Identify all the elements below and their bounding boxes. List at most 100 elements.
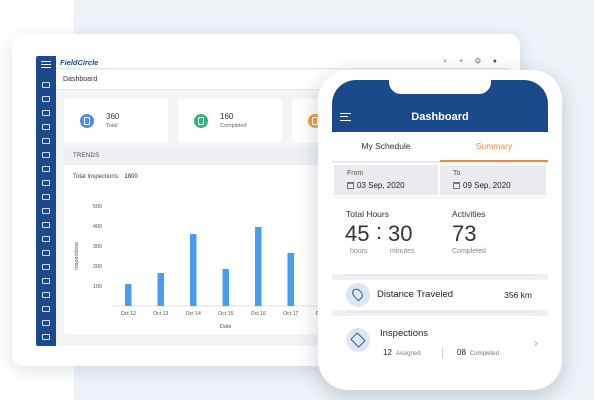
x-axis-label: Date <box>220 324 232 330</box>
assigned-label: Assigned <box>395 351 421 357</box>
phone-screen: Dashboard My Schedule Summary From 03 Se… <box>332 80 548 370</box>
total-inspections: Total Inspections: 1800 <box>73 174 138 180</box>
from-date: 03 Sep, 2020 <box>357 181 405 190</box>
folder-icon[interactable] <box>42 152 50 158</box>
active-tab-indicator <box>440 160 548 162</box>
x-tick-label: Oct 16 <box>251 311 266 317</box>
app-logo: FieldCircle <box>60 58 99 67</box>
stat-card-total[interactable]: 360 Total <box>64 99 168 143</box>
summary-block: Total Hours 45 : 30 hours minutes Activi… <box>332 198 548 274</box>
document-icon[interactable] <box>42 138 50 144</box>
from-label: From <box>347 170 364 177</box>
file-icon[interactable] <box>42 236 50 242</box>
completed-count: 08 Completed <box>457 348 499 357</box>
phone-notch <box>389 80 491 94</box>
to-date: 09 Sep, 2020 <box>463 181 511 190</box>
y-axis-label: Inspections <box>74 242 80 270</box>
stat-card-completed[interactable]: 160 Completed <box>178 99 282 143</box>
time-separator: : <box>376 219 383 244</box>
date-range: From 03 Sep, 2020 To 09 Sep, 2020 <box>332 163 548 197</box>
hours-unit: hours <box>350 248 368 255</box>
completed-number: 08 <box>457 348 466 357</box>
topbar-icons[interactable]: ⌕ + ⚙ ● <box>443 58 502 65</box>
chart-bar <box>125 284 132 306</box>
settings-icon[interactable] <box>42 334 50 340</box>
from-date-picker[interactable]: From 03 Sep, 2020 <box>334 165 438 195</box>
report-icon[interactable] <box>42 208 50 214</box>
y-tick-label: 200 <box>93 264 102 270</box>
minutes-value: 30 <box>388 221 413 246</box>
distance-value: 356 km <box>504 290 532 300</box>
to-label: To <box>453 170 461 177</box>
calendar-icon[interactable] <box>42 96 50 102</box>
calendar-icon <box>347 182 354 189</box>
completed-label: Completed <box>469 351 499 357</box>
divider <box>346 311 534 313</box>
tab-bar: My Schedule Summary <box>332 132 548 162</box>
phone-frame: Dashboard My Schedule Summary From 03 Se… <box>318 70 562 390</box>
app-title: Dashboard <box>411 111 469 123</box>
from-value: 03 Sep, 2020 <box>347 181 405 190</box>
x-tick-label: Oct 15 <box>218 311 233 317</box>
stat-label: Completed <box>220 123 247 129</box>
chart-bar <box>255 227 262 306</box>
assigned-number: 12 <box>383 348 392 357</box>
inspection-checklist-icon <box>346 328 370 352</box>
list-icon[interactable] <box>42 124 50 130</box>
desktop-sidebar <box>36 56 56 346</box>
desktop-topbar: FieldCircle ⌕ + ⚙ ● <box>56 56 508 69</box>
total-hours-label: Total Hours <box>346 209 389 219</box>
location-pin-icon <box>346 283 370 307</box>
route-icon[interactable] <box>42 180 50 186</box>
camera-icon[interactable] <box>42 194 50 200</box>
menu-icon[interactable] <box>340 113 351 121</box>
total-label: Total Inspections: <box>73 174 120 180</box>
activities-sub: Completed <box>452 248 486 255</box>
divider <box>346 274 534 276</box>
tab-my-schedule[interactable]: My Schedule <box>361 141 411 151</box>
inspections-label: Inspections <box>380 328 429 339</box>
chart-bar <box>287 253 294 306</box>
inspections-bar-chart: 100 200 300 400 500 Oct 12 Oct 13 Oct 14 Oct 15 O… <box>74 204 338 330</box>
distance-row[interactable]: Distance Traveled 356 km <box>332 280 548 310</box>
team-icon[interactable] <box>42 292 50 298</box>
total-value: 1800 <box>124 174 138 180</box>
box-icon[interactable] <box>42 166 50 172</box>
activities-value: 73 <box>452 221 477 246</box>
grid-icon[interactable] <box>42 222 50 228</box>
info-icon[interactable] <box>42 264 50 270</box>
stat-value: 160 <box>220 112 234 121</box>
inspections-divider <box>442 348 443 358</box>
x-tick-label: Oct 13 <box>153 311 168 317</box>
distance-label: Distance Traveled <box>377 289 454 300</box>
home-icon[interactable] <box>42 82 50 88</box>
search-icon[interactable] <box>42 110 50 116</box>
chart-bar <box>190 234 197 306</box>
tab-summary[interactable]: Summary <box>475 141 513 151</box>
page-title: Dashboard <box>63 76 98 83</box>
users-icon[interactable] <box>42 278 50 284</box>
inspections-row[interactable]: Inspections 12 Assigned 08 Completed › <box>332 316 548 370</box>
y-tick-label: 400 <box>93 224 102 230</box>
assigned-count: 12 Assigned <box>383 348 421 357</box>
chart-bar <box>157 273 164 306</box>
to-value: 09 Sep, 2020 <box>453 181 511 190</box>
chart-icon[interactable] <box>42 320 50 326</box>
hours-value: 45 <box>345 221 370 246</box>
chart-bar <box>222 269 229 306</box>
menu-icon[interactable] <box>41 61 51 68</box>
list-icon <box>80 114 94 128</box>
y-tick-label: 300 <box>93 244 102 250</box>
invoice-icon[interactable] <box>42 250 50 256</box>
trends-title: TRENDS <box>73 153 100 159</box>
clock-icon[interactable] <box>42 306 50 312</box>
to-date-picker[interactable]: To 09 Sep, 2020 <box>440 165 546 195</box>
y-tick-label: 500 <box>93 204 102 210</box>
activities-label: Activities <box>452 209 486 219</box>
minutes-unit: minutes <box>390 248 415 255</box>
x-tick-label: Oct 12 <box>121 311 136 317</box>
stat-value: 360 <box>106 112 120 121</box>
stat-label: Total <box>106 123 118 129</box>
x-tick-label: Oct 17 <box>283 311 298 317</box>
chevron-right-icon[interactable]: › <box>534 336 538 350</box>
